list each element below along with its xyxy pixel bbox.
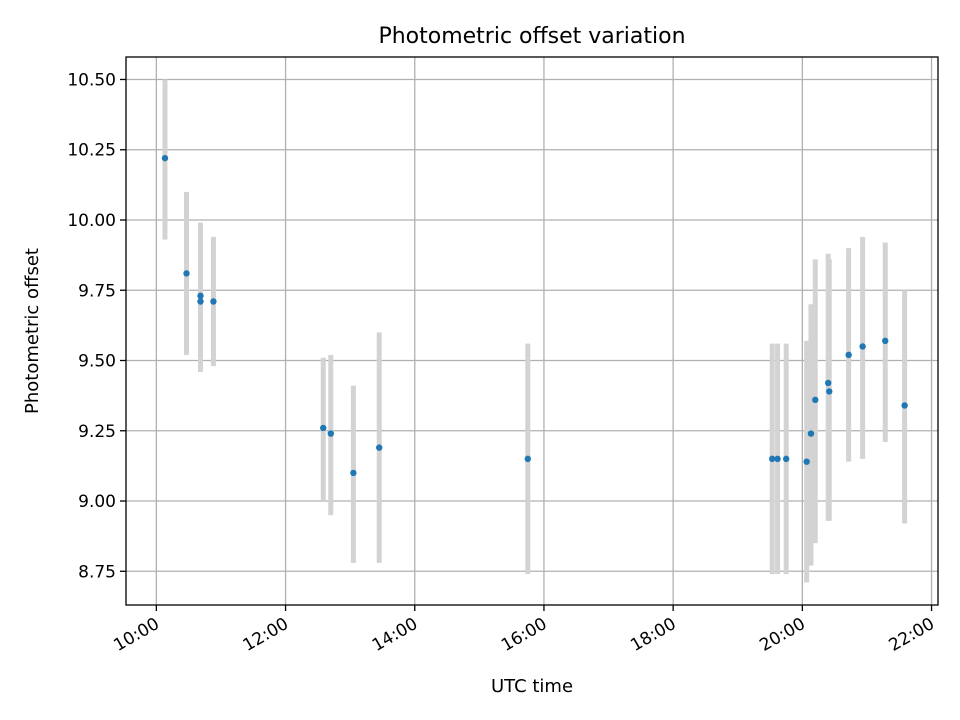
y-tick-label: 9.75 — [78, 281, 116, 301]
y-tick-label: 10.50 — [67, 70, 116, 90]
y-tick-label: 10.25 — [67, 141, 116, 161]
y-tick-label: 9.00 — [78, 492, 116, 512]
y-tick-label: 9.25 — [78, 422, 116, 442]
x-axis-label: UTC time — [491, 676, 573, 697]
data-point — [803, 458, 810, 465]
data-point — [845, 351, 852, 359]
data-points — [161, 154, 908, 477]
data-point — [824, 379, 832, 387]
data-point — [210, 298, 217, 305]
data-point — [350, 469, 357, 477]
data-point — [807, 430, 815, 437]
data-point — [782, 455, 790, 463]
data-point — [320, 424, 327, 432]
data-point — [768, 455, 776, 463]
data-point — [197, 292, 204, 300]
data-point — [376, 444, 383, 451]
y-tick-label: 10.00 — [67, 211, 116, 231]
grid-lines — [126, 57, 938, 605]
data-point — [161, 154, 169, 162]
y-tick-label: 8.75 — [78, 562, 116, 582]
chart-title: Photometric offset variation — [378, 24, 685, 49]
y-axis-label: Photometric offset — [22, 248, 43, 414]
y-tick-label: 9.50 — [78, 352, 116, 372]
data-point — [859, 343, 866, 350]
data-point — [327, 430, 334, 437]
plot-frame — [125, 56, 939, 606]
data-point — [882, 337, 889, 345]
data-point — [826, 388, 833, 395]
data-point — [901, 402, 908, 409]
data-point — [197, 298, 204, 305]
data-point — [524, 455, 532, 463]
data-point — [812, 396, 819, 404]
data-point — [774, 455, 781, 463]
data-point — [183, 270, 190, 277]
